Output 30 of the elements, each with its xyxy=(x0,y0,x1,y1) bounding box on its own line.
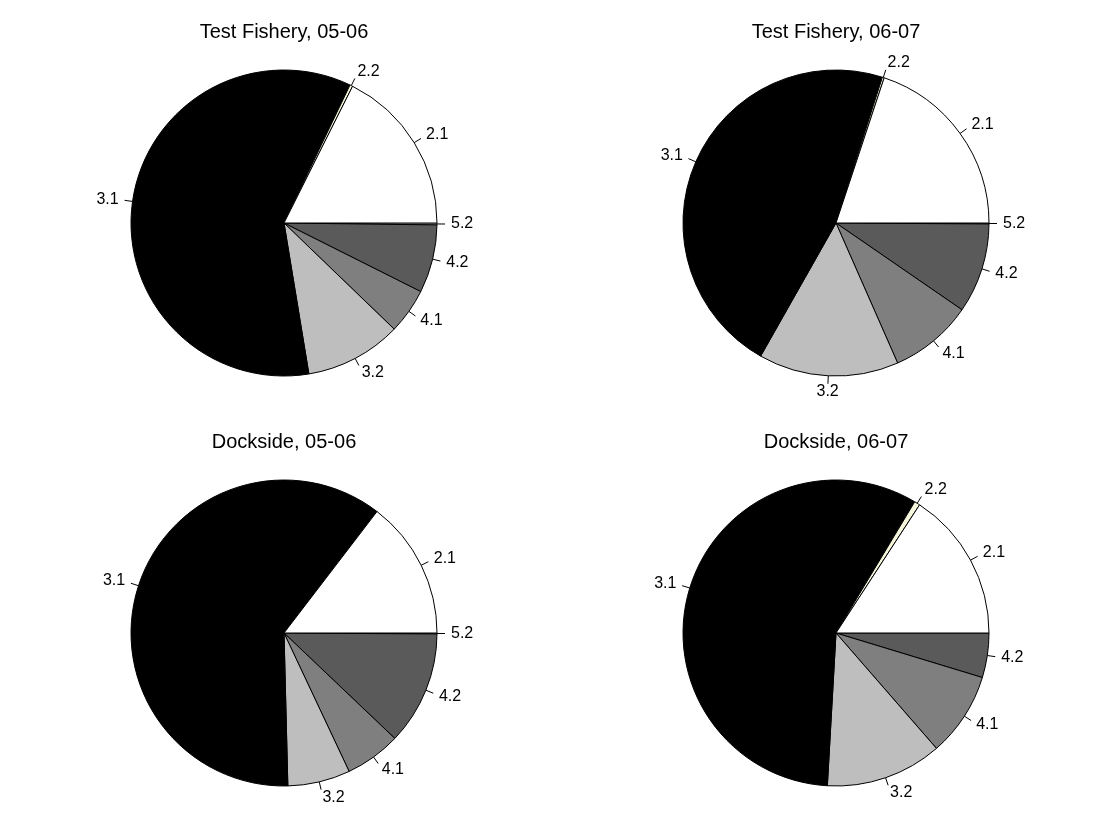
slice-label: 3.1 xyxy=(654,573,677,591)
slice-label: 2.2 xyxy=(887,52,910,70)
slice-label: 3.1 xyxy=(96,189,119,207)
slice-label: 4.2 xyxy=(995,264,1018,282)
slice-label: 2.2 xyxy=(924,480,947,498)
slice-label: 2.1 xyxy=(971,114,994,132)
slice-label: 4.1 xyxy=(976,715,999,733)
slice-label: 2.1 xyxy=(982,542,1006,560)
slice-label: 4.2 xyxy=(438,686,462,704)
slice-label: 4.1 xyxy=(420,311,443,329)
slice-label: 3.2 xyxy=(322,787,345,805)
slice-label: 5.2 xyxy=(451,623,474,641)
slice-label: 5.2 xyxy=(451,214,474,232)
slice-label: 4.1 xyxy=(942,343,965,361)
slice-label: 3.2 xyxy=(361,363,385,381)
chart-title: Test Fishery, 06-07 xyxy=(751,19,921,42)
slice-label: 5.2 xyxy=(1003,213,1026,231)
slice-label: 3.1 xyxy=(660,145,684,163)
slice-label: 2.1 xyxy=(426,124,449,142)
slice-label: 3.2 xyxy=(816,382,839,400)
slice-label: 4.2 xyxy=(1001,648,1024,666)
slice-label: 2.1 xyxy=(433,548,457,566)
chart-title: Dockside, 05-06 xyxy=(211,429,357,452)
slice-label: 4.1 xyxy=(381,760,405,778)
slice-label: 4.2 xyxy=(446,253,469,271)
chart-title: Dockside, 06-07 xyxy=(763,429,909,452)
slice-label: 3.2 xyxy=(890,783,913,801)
slice-label: 3.1 xyxy=(102,571,126,589)
chart-title: Test Fishery, 05-06 xyxy=(199,19,369,42)
slice-label: 2.2 xyxy=(357,61,380,79)
